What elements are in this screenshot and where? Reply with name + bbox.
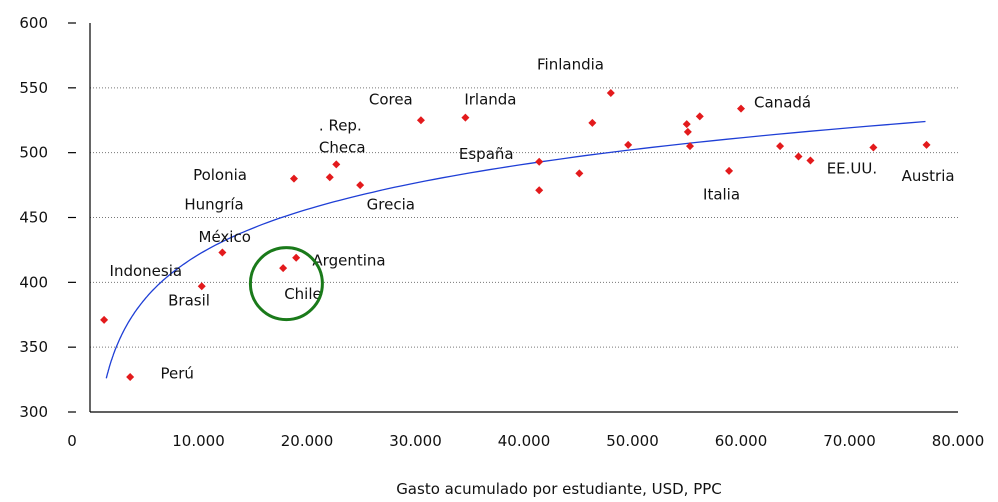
x-tick-label-80000: 80.000 xyxy=(932,432,985,450)
x-axis-title: Gasto acumulado por estudiante, USD, PPC xyxy=(396,480,722,498)
data-point-españa xyxy=(535,157,544,166)
data-point-austria xyxy=(922,140,931,149)
data-point-7 xyxy=(325,173,334,182)
y-tick-label-300: 300 xyxy=(19,403,48,421)
data-point-finlandia xyxy=(606,89,615,98)
data-point-27 xyxy=(869,143,878,152)
y-tick-label-500: 500 xyxy=(19,144,48,162)
x-tick-label-30000: 30.000 xyxy=(389,432,442,450)
data-point-canadá xyxy=(737,104,745,113)
point-label-italia: Italia xyxy=(703,185,740,203)
point-label-méxico: México xyxy=(199,228,251,246)
x-tick-label-20000: 20.000 xyxy=(281,432,334,450)
y-tick-label-350: 350 xyxy=(19,338,48,356)
data-point-perú xyxy=(126,372,135,381)
y-tick-label-400: 400 xyxy=(19,273,48,291)
point-label-indonesia: Indonesia xyxy=(110,262,183,280)
point-labels: Perú Brasil Indonesia México Chile Argentina P… xyxy=(110,56,955,383)
grid-lines xyxy=(90,87,958,348)
data-point-20 xyxy=(686,142,695,151)
data-point-18 xyxy=(682,120,691,129)
x-tick-label-50000: 50.000 xyxy=(606,432,659,450)
data-points xyxy=(100,89,931,381)
data-point-14 xyxy=(575,169,584,178)
point-label-rep: . Rep. xyxy=(319,117,362,135)
point-label-ee-uu: EE.UU. xyxy=(827,159,877,177)
data-point-irlanda xyxy=(461,113,470,122)
data-point-rep-checa xyxy=(332,160,341,169)
highlight-circle xyxy=(248,246,324,322)
data-point-méxico xyxy=(218,248,227,257)
point-label-canadá: Canadá xyxy=(754,93,811,111)
point-label-austria: Austria xyxy=(902,167,955,185)
data-point-polonia xyxy=(289,174,298,183)
point-label-grecia: Grecia xyxy=(367,196,415,214)
data-point-argentina xyxy=(292,253,301,262)
x-tick-label-60000: 60.000 xyxy=(715,432,768,450)
data-point-0 xyxy=(100,315,109,324)
point-label-perú: Perú xyxy=(161,364,194,382)
data-point-24 xyxy=(776,142,785,151)
y-tick-label-600: 600 xyxy=(19,14,48,32)
point-label-brasil: Brasil xyxy=(168,292,210,310)
x-tick-label-10000: 10.000 xyxy=(172,432,225,450)
data-point-italia xyxy=(725,166,734,175)
point-label-irlanda: Irlanda xyxy=(464,91,516,109)
data-point-17 xyxy=(624,140,633,149)
x-tick-label-0: 0 xyxy=(67,432,77,450)
y-tick-label-550: 550 xyxy=(19,79,48,97)
point-label-chile: Chile xyxy=(284,285,322,303)
tick-labels: 300 350 400 450 500 550 600 0 10.000 20.000 30.000… xyxy=(19,14,984,450)
trend-line xyxy=(105,120,926,379)
axes xyxy=(68,22,958,413)
x-tick-label-40000: 40.000 xyxy=(498,432,551,450)
data-point-grecia xyxy=(356,181,365,190)
x-tick-label-70000: 70.000 xyxy=(823,432,876,450)
data-point-ee-uu xyxy=(806,156,815,165)
data-point-13 xyxy=(535,186,544,195)
y-tick-label-450: 450 xyxy=(19,209,48,227)
point-label-checa: Checa xyxy=(319,139,366,157)
point-label-polonia: Polonia xyxy=(193,166,247,184)
data-point-15 xyxy=(588,118,597,127)
data-point-19 xyxy=(683,127,692,136)
point-label-españa: España xyxy=(459,145,514,163)
point-label-hungría: Hungría xyxy=(184,196,243,214)
data-point-chile xyxy=(279,264,288,273)
data-point-25 xyxy=(794,152,803,161)
data-point-21 xyxy=(695,112,704,121)
data-point-brasil xyxy=(197,282,206,291)
point-label-corea: Corea xyxy=(369,91,413,109)
data-point-corea xyxy=(416,116,425,125)
point-label-finlandia: Finlandia xyxy=(537,56,604,74)
point-label-argentina: Argentina xyxy=(312,251,385,269)
